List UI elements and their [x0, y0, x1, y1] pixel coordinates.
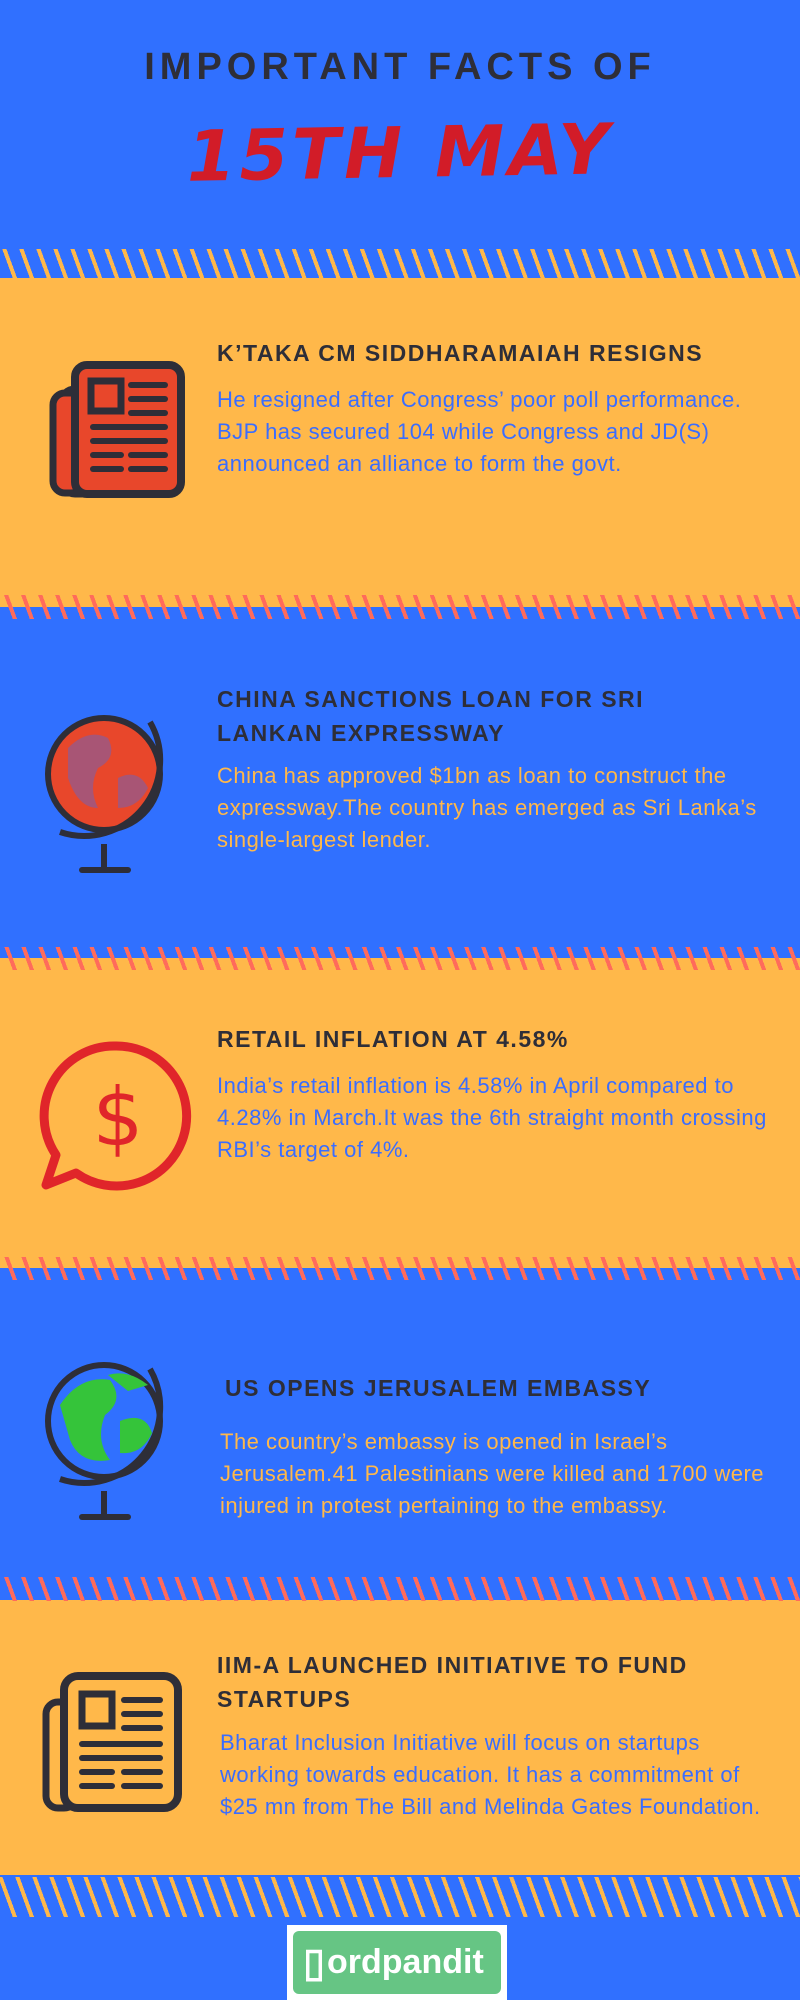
- fact-body: He resigned after Congress’ poor poll pe…: [217, 387, 742, 476]
- fact-section-3: [0, 958, 800, 1268]
- wordpandit-logo: ▯ ordpandit: [287, 1925, 507, 2000]
- newspaper-icon: [49, 361, 185, 498]
- fact-heading: K’TAKA CM SIDDHARAMAIAH RESIGNS: [217, 340, 704, 366]
- header-section: [0, 0, 800, 278]
- fact-body: India’s retail inflation is 4.58% in Apr…: [217, 1073, 767, 1162]
- globe-icon: [45, 1362, 164, 1520]
- stripe-divider: [0, 595, 800, 619]
- fact-body: Bharat Inclusion Initiative will focus o…: [220, 1730, 761, 1819]
- fact-heading: US OPENS JERUSALEM EMBASSY: [225, 1375, 652, 1401]
- fact-body: The country’s embassy is opened in Israe…: [220, 1429, 765, 1518]
- page-title: IMPORTANT FACTS OF: [144, 46, 656, 88]
- newspaper-icon: [42, 1672, 182, 1812]
- fact-heading: CHINA SANCTIONS LOAN FOR SRI LANKAN EXPR…: [217, 686, 645, 746]
- globe-icon: [45, 715, 164, 873]
- stripe-divider: [0, 1877, 800, 1917]
- dollar-speech-bubble-icon: $: [39, 1041, 192, 1191]
- stripe-divider: [0, 947, 800, 970]
- stripe-divider: [0, 1257, 800, 1280]
- fact-heading: IIM-A LAUNCHED INITIATIVE TO FUND STARTU…: [217, 1652, 688, 1712]
- svg-text:$: $: [93, 1071, 144, 1164]
- fact-body: China has approved $1bn as loan to const…: [217, 763, 757, 852]
- fact-heading: RETAIL INFLATION AT 4.58%: [217, 1026, 569, 1052]
- date-title: 15TH MAY: [186, 108, 614, 198]
- stripe-divider: [0, 1577, 800, 1601]
- stripe-divider: [0, 249, 800, 278]
